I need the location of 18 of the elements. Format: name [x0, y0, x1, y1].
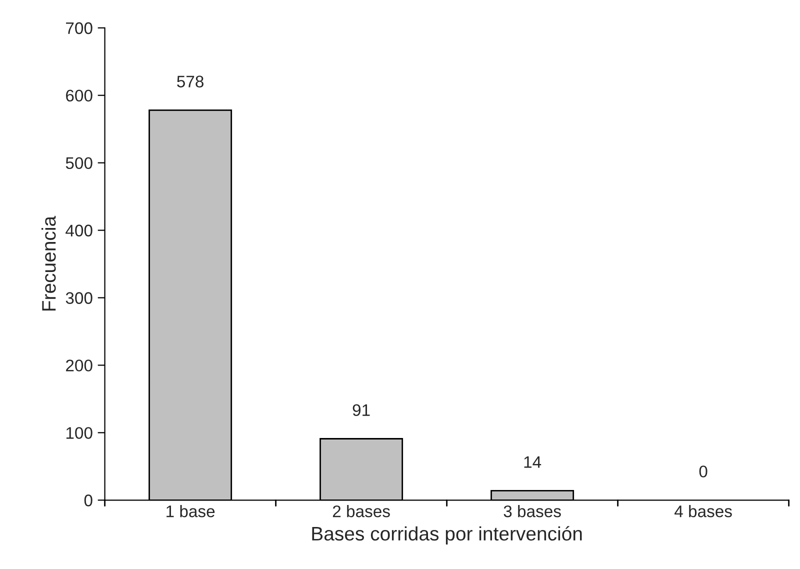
y-tick-label: 600 [66, 90, 92, 102]
x-tick-label: 2 bases [332, 505, 390, 518]
y-tick-label: 200 [66, 360, 92, 372]
x-tick-label: 3 bases [504, 505, 561, 518]
x-tick-label: 1 base [166, 505, 215, 518]
x-axis-title: Bases corridas por intervención [312, 526, 582, 544]
x-tick-label: 4 bases [674, 505, 732, 518]
y-axis-title: Frecuencia [42, 216, 56, 311]
y-tick-label: 100 [66, 427, 92, 439]
y-tick-label: 400 [66, 224, 92, 236]
data-label: 578 [177, 76, 204, 88]
y-tick-label: 0 [84, 494, 92, 506]
y-tick-label: 700 [66, 22, 92, 34]
y-tick-label: 300 [66, 292, 92, 304]
data-label: 91 [352, 404, 370, 416]
y-tick-label: 500 [66, 157, 92, 170]
data-label: 14 [524, 456, 542, 468]
data-label: 0 [699, 466, 708, 478]
